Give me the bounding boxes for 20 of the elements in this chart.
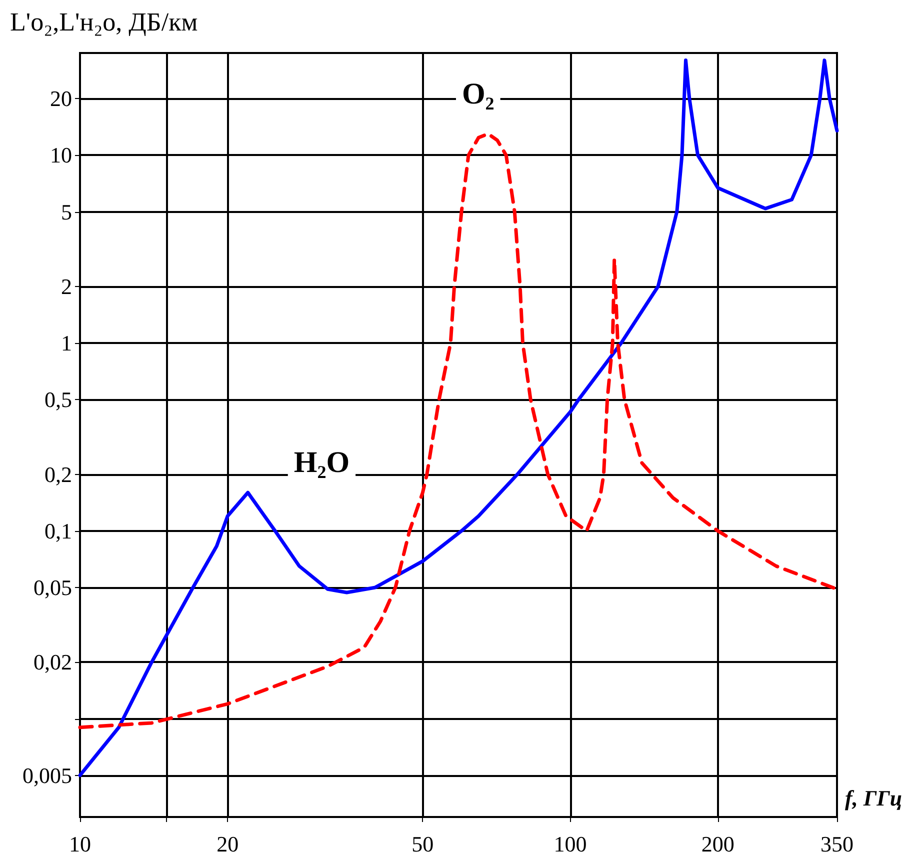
y-tick-label: 10	[50, 142, 72, 168]
x-tick-label: 100	[554, 832, 587, 856]
y-tick-label: 0,1	[44, 518, 72, 544]
y-tick-label: 0,5	[44, 387, 72, 412]
y-tick-label: 0,005	[22, 762, 72, 788]
x-tick-label: 200	[701, 832, 734, 856]
x-tick-label: 350	[820, 832, 854, 856]
y-tick-label: 5	[61, 199, 72, 224]
y-tick-label: 20	[50, 86, 72, 112]
y-tick-label: 1	[61, 330, 72, 356]
series-label: O₂	[462, 77, 494, 110]
x-tick-label: 50	[412, 832, 434, 856]
x-axis-title: f, ГГц	[845, 786, 902, 810]
series-label: H₂O	[294, 446, 350, 480]
y-tick-label: 2	[61, 274, 72, 300]
y-axis-title: L'o₂,L'н₂о, ДБ/км	[10, 8, 198, 36]
y-tick-label: 0,05	[34, 574, 72, 600]
y-tick-label: 0,02	[34, 650, 72, 675]
y-tick-label: 0,2	[44, 462, 72, 487]
x-tick-label: 20	[216, 832, 239, 856]
